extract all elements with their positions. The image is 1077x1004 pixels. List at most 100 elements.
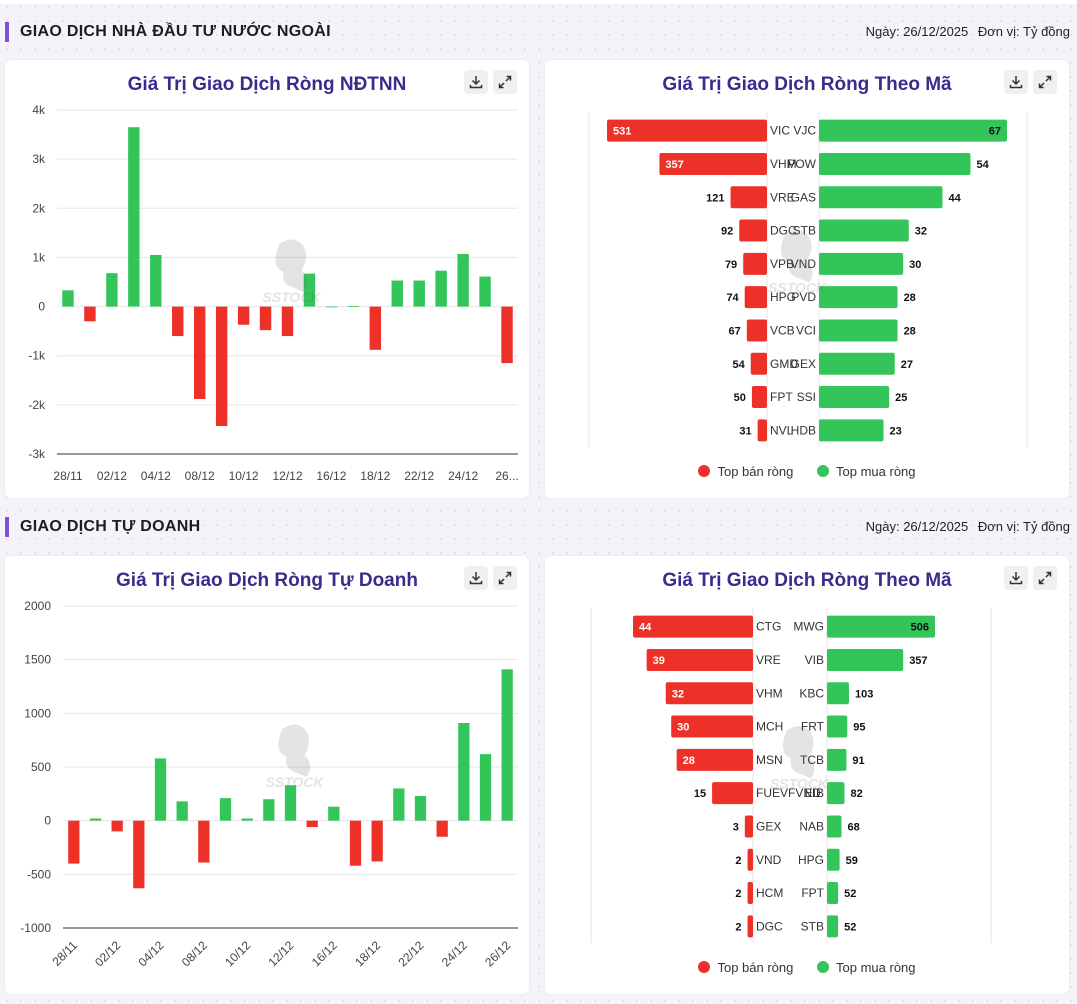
sell-bar: [633, 615, 753, 638]
bar: [150, 254, 162, 307]
buy-value-label: 59: [846, 855, 858, 867]
bar: [303, 273, 316, 307]
y-tick-label: -2k: [28, 398, 46, 412]
x-tick-label: 10/12: [222, 938, 253, 969]
buy-value-label: 82: [851, 788, 863, 800]
buy-bar: [819, 219, 909, 242]
legend-buy[interactable]: Top mua ròng: [817, 960, 916, 975]
card-title: Giá Trị Giao Dịch Ròng NĐTNN: [127, 74, 407, 95]
bar: [371, 820, 383, 862]
legend: Top bán ròng Top mua ròng: [545, 464, 1069, 481]
sell-ticker-label: VHM: [756, 686, 783, 700]
bar: [347, 306, 360, 307]
expand-button[interactable]: [1033, 566, 1057, 590]
buy-bar: [827, 815, 842, 838]
sell-bar: [676, 748, 753, 771]
sell-ticker-label: HPG: [770, 290, 796, 304]
bar: [393, 788, 405, 821]
buy-bar: [827, 715, 848, 738]
sell-ticker-label: VRE: [770, 190, 795, 204]
sell-ticker-label: CTG: [756, 620, 781, 634]
bar: [284, 785, 297, 821]
download-button[interactable]: [464, 566, 488, 590]
bar: [193, 306, 206, 399]
buy-value-label: 68: [848, 821, 860, 833]
bar: [89, 818, 102, 821]
watermark-logo: SSTOCK: [265, 724, 324, 790]
buy-ticker-label: HDB: [791, 423, 816, 437]
bar: [414, 795, 427, 821]
x-tick-label: 18/12: [360, 469, 390, 483]
bar: [259, 306, 272, 331]
buy-bar: [827, 748, 847, 771]
x-tick-label: 18/12: [352, 938, 383, 969]
sell-bar: [744, 286, 767, 309]
buy-ticker-label: SSI: [797, 390, 816, 404]
watermark-text: SSTOCK: [770, 776, 829, 792]
sell-ticker-label: MCH: [756, 720, 783, 734]
buy-value-label: 52: [844, 921, 856, 933]
expand-icon: [498, 571, 512, 585]
sell-value-label: 357: [665, 159, 683, 171]
buy-ticker-label: KBC: [799, 686, 824, 700]
legend-sell-label: Top bán ròng: [717, 959, 794, 975]
card-foreign-net: Giá Trị Giao Dịch Ròng NĐTNN 4k 3k 2k 1k 0 -1…: [5, 60, 529, 498]
buy-bar: [827, 648, 904, 671]
y-tick-label: -1k: [28, 349, 46, 363]
bar: [111, 820, 123, 832]
legend-buy[interactable]: Top mua ròng: [817, 464, 916, 479]
buy-value-label: 44: [948, 192, 961, 204]
legend-sell[interactable]: Top bán ròng: [698, 960, 793, 975]
sell-bar: [646, 648, 753, 671]
download-button[interactable]: [1004, 70, 1028, 94]
buy-bar: [819, 119, 1007, 142]
bar: [328, 806, 340, 821]
sell-ticker-label: VIC: [770, 124, 790, 138]
legend-sell[interactable]: Top bán ròng: [698, 464, 793, 479]
x-tick-label: 26/12: [482, 938, 513, 969]
buy-ticker-label: GAS: [791, 190, 816, 204]
buy-ticker-label: VIB: [805, 653, 824, 667]
bar: [106, 273, 118, 307]
sell-bar: [757, 419, 767, 442]
legend-buy-label: Top mua ròng: [836, 959, 916, 975]
expand-button[interactable]: [493, 566, 517, 590]
download-icon: [469, 76, 483, 89]
bar: [237, 306, 250, 325]
download-button[interactable]: [1004, 566, 1028, 590]
expand-button[interactable]: [493, 70, 517, 94]
expand-button[interactable]: [1033, 70, 1057, 94]
buy-ticker-label: NAB: [799, 819, 824, 833]
watermark-text: SSTOCK: [262, 289, 321, 305]
download-icon: [1009, 76, 1023, 89]
x-tick-label: 16/12: [309, 938, 340, 969]
buy-bar: [827, 882, 839, 905]
sell-bar: [665, 682, 753, 705]
buy-ticker-label: STB: [793, 224, 816, 238]
sell-value-label: 44: [639, 622, 652, 634]
download-button[interactable]: [464, 70, 488, 94]
x-tick-label: 08/12: [185, 469, 215, 483]
bar: [128, 127, 140, 307]
section-header-foreign: GIAO DỊCH NHÀ ĐẦU TƯ NƯỚC NGOÀI Ngày: 26…: [5, 22, 1070, 46]
sell-ticker-label: GEX: [756, 819, 781, 833]
bar: [172, 306, 184, 337]
sell-value-label: 3: [733, 821, 739, 833]
sell-value-label: 31: [739, 425, 751, 437]
legend-dot-green: [817, 961, 830, 973]
card-foreign-by-ticker: Giá Trị Giao Dịch Ròng Theo Mã 531 VIC 357…: [545, 60, 1069, 498]
buy-ticker-label: PVD: [791, 290, 816, 304]
sell-value-label: 121: [706, 192, 724, 204]
bar: [479, 754, 492, 821]
sell-value-label: 50: [734, 392, 746, 404]
legend-dot-green: [817, 465, 830, 477]
sell-value-label: 92: [721, 226, 733, 238]
y-tick-label: 4k: [32, 103, 46, 117]
x-tick-label: 10/12: [229, 469, 259, 483]
bar: [369, 306, 382, 350]
foreign-net-chart: 4k 3k 2k 1k 0 -1k -2k -3k 28/11 02/12 04/12 08/12 10…: [28, 103, 518, 483]
buy-ticker-label: VND: [791, 257, 817, 271]
y-tick-label: 3k: [32, 152, 46, 166]
download-icon: [1009, 572, 1023, 585]
sell-value-label: 32: [672, 688, 684, 700]
